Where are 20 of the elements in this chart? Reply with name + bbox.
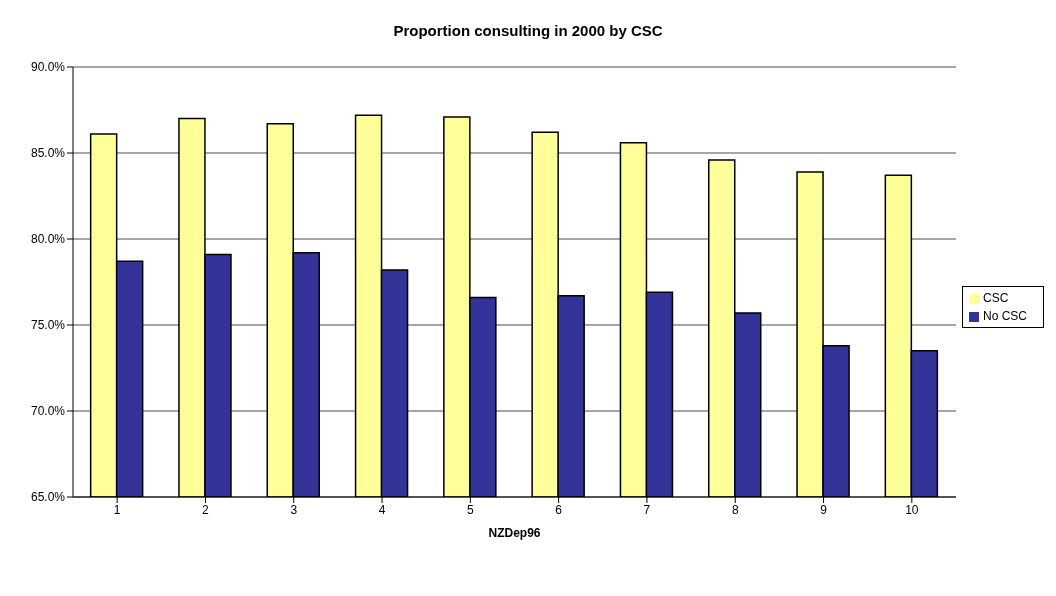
x-tick-label: 4 [378, 502, 386, 517]
y-tick-label: 65.0% [30, 490, 66, 505]
x-tick-label: 6 [555, 502, 563, 517]
x-tick-label: 5 [467, 502, 474, 517]
y-tick-label: 70.0% [30, 404, 66, 419]
x-tick-label: 9 [820, 502, 828, 517]
x-tick-label: 7 [643, 502, 651, 517]
x-tick-label: 2 [202, 502, 210, 517]
x-tick-label: 10 [905, 502, 919, 517]
chart-title: Proportion consulting in 2000 by CSC [392, 22, 664, 39]
x-tick-label: 8 [731, 502, 739, 517]
y-tick-label: 75.0% [30, 318, 66, 333]
legend-label: CSC [982, 291, 1009, 305]
x-tick-label: 1 [113, 502, 121, 517]
y-tick-label: 80.0% [30, 232, 66, 247]
legend-label: No CSC [982, 309, 1027, 323]
x-axis-title: NZDep96 [488, 526, 541, 540]
y-tick-label: 85.0% [30, 146, 66, 161]
y-tick-label: 90.0% [30, 60, 66, 75]
x-tick-label: 3 [290, 502, 298, 517]
